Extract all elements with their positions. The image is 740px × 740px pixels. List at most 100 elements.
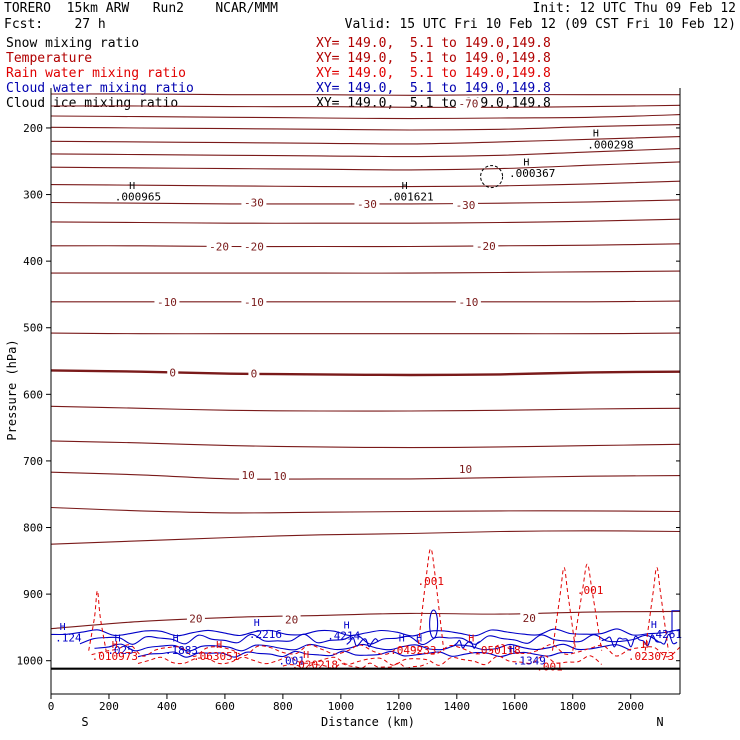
isotherm-15 bbox=[50, 405, 681, 412]
high-marker-3: H bbox=[593, 129, 599, 140]
cloud-water-max-0: .124 bbox=[55, 631, 82, 644]
cloud-water-max-7: .4261 bbox=[649, 628, 682, 641]
isotherm-label-bg-8 bbox=[241, 295, 267, 308]
ice-contour-cell bbox=[480, 165, 504, 189]
cloud-water-cell bbox=[429, 609, 439, 639]
ice-max-1: .001621 bbox=[387, 191, 433, 204]
isotherm-5 bbox=[50, 148, 681, 158]
x-tick-label-5: 1000 bbox=[328, 700, 355, 713]
y-tick-label-6: 800 bbox=[23, 522, 43, 535]
rain-contour-0 bbox=[91, 643, 681, 658]
ice-max-3: .000298 bbox=[587, 139, 633, 152]
isotherm-11 bbox=[51, 270, 681, 274]
isotherm-19 bbox=[50, 530, 681, 545]
rain-cell-2 bbox=[552, 566, 577, 651]
cloud-water-contour-5 bbox=[450, 639, 481, 649]
high-marker-14: H bbox=[216, 640, 222, 651]
isotherm-label-bg-1 bbox=[241, 196, 267, 209]
rain-max-0: .010973 bbox=[92, 650, 138, 663]
high-marker-6: H bbox=[173, 633, 179, 644]
model-title: TORERO 15km ARW Run2 NCAR/MMM bbox=[4, 1, 278, 16]
high-marker-2: H bbox=[523, 157, 529, 168]
isotherm-label-10: 0 bbox=[169, 366, 176, 379]
isotherm-label-bg-17 bbox=[520, 612, 539, 625]
isotherm-6 bbox=[50, 161, 681, 171]
isotherm-label-0: -70 bbox=[458, 97, 478, 110]
rain-cell-4 bbox=[644, 566, 669, 651]
isotherm-label-bg-11 bbox=[248, 367, 260, 380]
isotherm-1 bbox=[50, 104, 681, 108]
isotherm-label-bg-0 bbox=[455, 97, 481, 110]
x-axis-label: Distance (km) bbox=[321, 715, 415, 729]
isotherm-label-bg-15 bbox=[186, 612, 205, 625]
cloud-water-contour-4 bbox=[346, 636, 379, 648]
legend-temperature: Temperature bbox=[6, 51, 93, 66]
ice-max-2: .000367 bbox=[509, 167, 555, 180]
legend-snow-xy: XY= 149.0, 5.1 to 149.0,149.8 bbox=[316, 36, 551, 51]
cloud-water-edge bbox=[671, 610, 680, 635]
isotherm-label-14: 10 bbox=[459, 463, 472, 476]
isotherm-10 bbox=[50, 243, 681, 248]
isotherm-4 bbox=[50, 136, 681, 145]
ice-max-0: .000965 bbox=[115, 191, 161, 204]
rain-cell-0 bbox=[88, 590, 107, 651]
isotherm-label-bg-2 bbox=[354, 197, 380, 210]
isotherm-label-bg-12 bbox=[239, 468, 258, 481]
y-tick-label-8: 1000 bbox=[17, 655, 44, 668]
isotherm-label-13: 10 bbox=[273, 470, 286, 483]
isotherm-label-9: -10 bbox=[458, 296, 478, 309]
forecast-hour: Fcst: 27 h bbox=[4, 17, 106, 32]
isotherm-label-2: -30 bbox=[357, 198, 377, 211]
legend-rain-xy: XY= 149.0, 5.1 to 149.0,149.8 bbox=[316, 66, 551, 81]
x-tick-label-7: 1400 bbox=[444, 700, 471, 713]
x-tick-label-10: 2000 bbox=[617, 700, 644, 713]
cloud-water-max-6: .1349 bbox=[513, 655, 546, 668]
isotherm-17 bbox=[50, 471, 681, 480]
y-tick-label-7: 900 bbox=[23, 588, 43, 601]
isotherm-label-bg-9 bbox=[455, 295, 481, 308]
isotherm-label-8: -10 bbox=[244, 296, 264, 309]
high-marker-16: H bbox=[468, 633, 474, 644]
high-marker-1: H bbox=[402, 181, 408, 192]
legend-cloud-water: Cloud water mixing ratio bbox=[6, 81, 194, 96]
isotherm-13 bbox=[50, 332, 681, 335]
isotherm-label-1: -30 bbox=[244, 197, 264, 210]
temperature-contours bbox=[50, 93, 681, 630]
y-tick-label-5: 700 bbox=[23, 455, 43, 468]
isotherm-label-4: -20 bbox=[209, 240, 229, 253]
x-tick-label-0: 0 bbox=[48, 700, 55, 713]
high-marker-11: H bbox=[509, 645, 515, 656]
x-tick-label-8: 1600 bbox=[502, 700, 529, 713]
x-end-label-south: S bbox=[81, 715, 88, 729]
isotherm-label-bg-4 bbox=[206, 240, 232, 253]
high-marker-8: H bbox=[344, 621, 350, 632]
rain-max-4: .050118 bbox=[474, 644, 520, 657]
isotherm-label-7: -10 bbox=[157, 296, 177, 309]
isotherm-18 bbox=[50, 506, 681, 514]
x-tick-label-9: 1800 bbox=[560, 700, 587, 713]
isotherm-14 bbox=[50, 369, 681, 377]
isotherm-7 bbox=[50, 180, 681, 188]
isotherm-9 bbox=[50, 218, 681, 224]
isotherm-label-bg-14 bbox=[456, 462, 475, 475]
rain-cell-3 bbox=[572, 563, 603, 651]
x-tick-label-4: 800 bbox=[273, 700, 293, 713]
high-marker-13: H bbox=[112, 640, 118, 651]
legend-ice: Cloud ice mixing ratio bbox=[6, 96, 179, 111]
isotherm-label-bg-7 bbox=[154, 295, 180, 308]
valid-time: Valid: 15 UTC Fri 10 Feb 12 (09 CST Fri … bbox=[344, 17, 736, 32]
isotherm-20 bbox=[50, 610, 681, 630]
high-marker-17: H bbox=[642, 640, 648, 651]
high-marker-0: H bbox=[129, 181, 135, 192]
legend-rain: Rain water mixing ratio bbox=[6, 66, 187, 81]
init-time: Init: 12 UTC Thu 09 Feb 12 bbox=[532, 1, 737, 16]
cloud-water-contour-1 bbox=[79, 633, 660, 646]
cloud-water-max-4: .001 bbox=[278, 655, 305, 668]
high-marker-12: H bbox=[651, 620, 657, 631]
high-marker-4: H bbox=[60, 622, 66, 633]
isotherm-label-6: -20 bbox=[476, 240, 496, 253]
cloud-water-contour-6 bbox=[601, 633, 678, 648]
isotherm-label-bg-10 bbox=[167, 366, 179, 379]
